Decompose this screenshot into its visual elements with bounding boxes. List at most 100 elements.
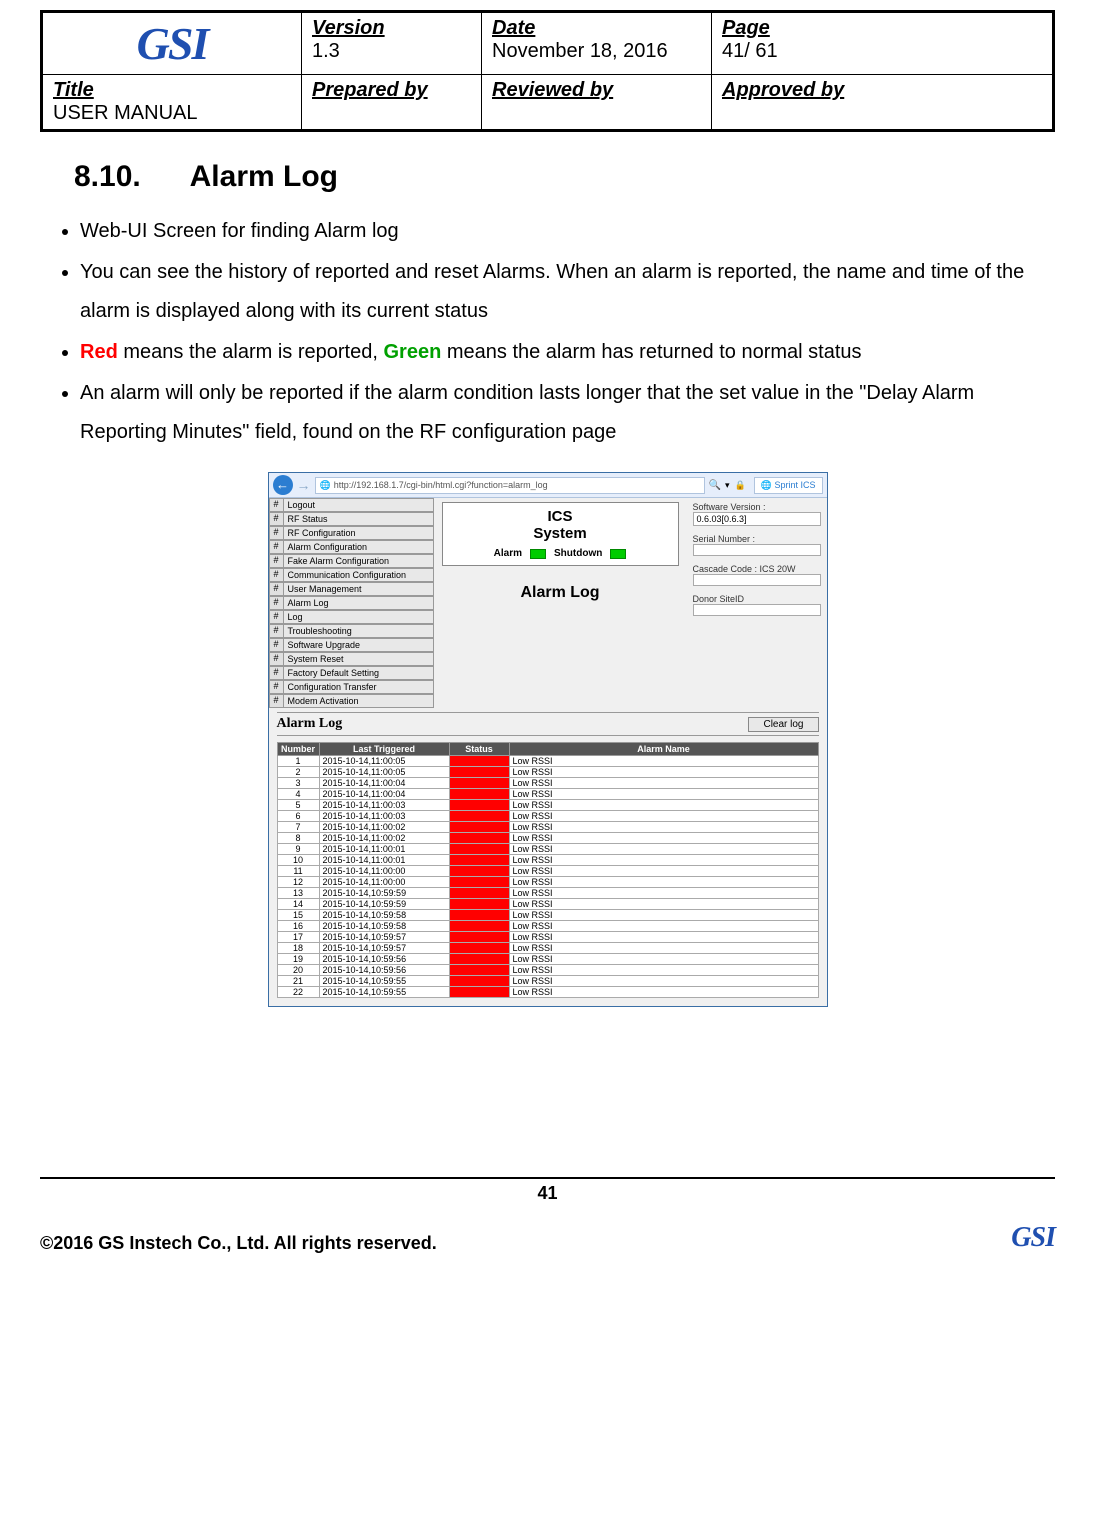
hash-icon: # (270, 681, 284, 693)
nav-item-label: Software Upgrade (284, 639, 433, 651)
nav-item[interactable]: #Factory Default Setting (269, 666, 434, 680)
bullet-2: You can see the history of reported and … (80, 253, 1055, 331)
title-value: USER MANUAL (53, 102, 291, 125)
hash-icon: # (270, 625, 284, 637)
forward-button[interactable]: → (297, 477, 311, 493)
column-header: Last Triggered (319, 743, 449, 756)
table-row: 82015-10-14,11:00:02Low RSSI (277, 833, 818, 844)
nav-item-label: RF Status (284, 513, 433, 525)
row-alarm-name: Low RSSI (509, 888, 818, 899)
row-number: 11 (277, 866, 319, 877)
table-row: 192015-10-14,10:59:56Low RSSI (277, 954, 818, 965)
row-number: 9 (277, 844, 319, 855)
row-status (449, 954, 509, 965)
table-row: 32015-10-14,11:00:04Low RSSI (277, 778, 818, 789)
row-alarm-name: Low RSSI (509, 866, 818, 877)
nav-item[interactable]: #Alarm Log (269, 596, 434, 610)
nav-item[interactable]: #Configuration Transfer (269, 680, 434, 694)
hash-icon: # (270, 611, 284, 623)
row-status (449, 910, 509, 921)
nav-item[interactable]: #Communication Configuration (269, 568, 434, 582)
nav-item[interactable]: #RF Configuration (269, 526, 434, 540)
table-row: 222015-10-14,10:59:55Low RSSI (277, 987, 818, 998)
bullet-3: Red means the alarm is reported, Green m… (80, 333, 1055, 372)
browser-tab[interactable]: 🌐 Sprint ICS (754, 477, 823, 494)
row-alarm-name: Low RSSI (509, 789, 818, 800)
row-alarm-name: Low RSSI (509, 811, 818, 822)
row-status (449, 965, 509, 976)
section-title: Alarm Log (190, 160, 338, 193)
nav-item[interactable]: #RF Status (269, 512, 434, 526)
nav-item-label: Alarm Log (284, 597, 433, 609)
page-title: Alarm Log (442, 584, 679, 602)
row-triggered: 2015-10-14,11:00:03 (319, 800, 449, 811)
row-status (449, 943, 509, 954)
nav-item-label: Modem Activation (284, 695, 433, 707)
date-label: Date (492, 17, 701, 40)
table-row: 172015-10-14,10:59:57Low RSSI (277, 932, 818, 943)
red-text: Red (80, 341, 118, 363)
row-number: 6 (277, 811, 319, 822)
url-bar[interactable]: 🌐 http://192.168.1.7/cgi-bin/html.cgi?fu… (315, 477, 705, 494)
nav-item[interactable]: #Alarm Configuration (269, 540, 434, 554)
nav-item-label: Fake Alarm Configuration (284, 555, 433, 567)
nav-item-label: User Management (284, 583, 433, 595)
date-value: November 18, 2016 (492, 40, 701, 63)
row-number: 5 (277, 800, 319, 811)
table-row: 122015-10-14,11:00:00Low RSSI (277, 877, 818, 888)
nav-item[interactable]: #Software Upgrade (269, 638, 434, 652)
ics-line2: System (449, 526, 672, 543)
column-header: Alarm Name (509, 743, 818, 756)
alarm-log-section: Alarm Log Clear log NumberLast Triggered… (269, 708, 827, 1006)
bullet-3-mid: means the alarm is reported, (118, 341, 384, 363)
ics-line1: ICS (449, 509, 672, 526)
row-status (449, 822, 509, 833)
version-label: Version (312, 17, 471, 40)
row-number: 21 (277, 976, 319, 987)
row-status (449, 932, 509, 943)
document-header: GSI Version 1.3 Date November 18, 2016 P… (40, 10, 1055, 132)
table-row: 112015-10-14,11:00:00Low RSSI (277, 866, 818, 877)
hash-icon: # (270, 513, 284, 525)
nav-item[interactable]: #Logout (269, 498, 434, 512)
row-triggered: 2015-10-14,11:00:03 (319, 811, 449, 822)
nav-item-label: System Reset (284, 653, 433, 665)
row-triggered: 2015-10-14,11:00:05 (319, 767, 449, 778)
row-number: 3 (277, 778, 319, 789)
table-row: 182015-10-14,10:59:57Low RSSI (277, 943, 818, 954)
row-alarm-name: Low RSSI (509, 943, 818, 954)
footer-copyright: ©2016 GS Instech Co., Ltd. All rights re… (40, 1233, 437, 1254)
nav-item-label: Alarm Configuration (284, 541, 433, 553)
clear-log-button[interactable]: Clear log (748, 717, 818, 732)
row-number: 8 (277, 833, 319, 844)
nav-item[interactable]: #Troubleshooting (269, 624, 434, 638)
nav-item[interactable]: #Modem Activation (269, 694, 434, 708)
footer-logo: GSI (1011, 1222, 1055, 1254)
table-row: 22015-10-14,11:00:05Low RSSI (277, 767, 818, 778)
row-status (449, 756, 509, 767)
nav-item-label: Troubleshooting (284, 625, 433, 637)
nav-item-label: RF Configuration (284, 527, 433, 539)
info-panel: Software Version : 0.6.03[0.6.3] Serial … (687, 498, 827, 708)
nav-item[interactable]: #System Reset (269, 652, 434, 666)
row-alarm-name: Low RSSI (509, 877, 818, 888)
back-button[interactable]: ← (273, 475, 293, 495)
alarm-log-heading: Alarm Log (277, 716, 343, 732)
row-triggered: 2015-10-14,10:59:56 (319, 954, 449, 965)
donor-siteid-value (693, 604, 821, 616)
row-status (449, 811, 509, 822)
nav-item[interactable]: #Log (269, 610, 434, 624)
version-value: 1.3 (312, 40, 471, 63)
row-number: 17 (277, 932, 319, 943)
nav-item[interactable]: #User Management (269, 582, 434, 596)
row-triggered: 2015-10-14,10:59:57 (319, 943, 449, 954)
row-alarm-name: Low RSSI (509, 833, 818, 844)
table-row: 72015-10-14,11:00:02Low RSSI (277, 822, 818, 833)
row-triggered: 2015-10-14,10:59:59 (319, 888, 449, 899)
bullet-3-end: means the alarm has returned to normal s… (441, 341, 861, 363)
row-number: 14 (277, 899, 319, 910)
nav-item[interactable]: #Fake Alarm Configuration (269, 554, 434, 568)
row-status (449, 833, 509, 844)
row-number: 15 (277, 910, 319, 921)
row-triggered: 2015-10-14,10:59:59 (319, 899, 449, 910)
